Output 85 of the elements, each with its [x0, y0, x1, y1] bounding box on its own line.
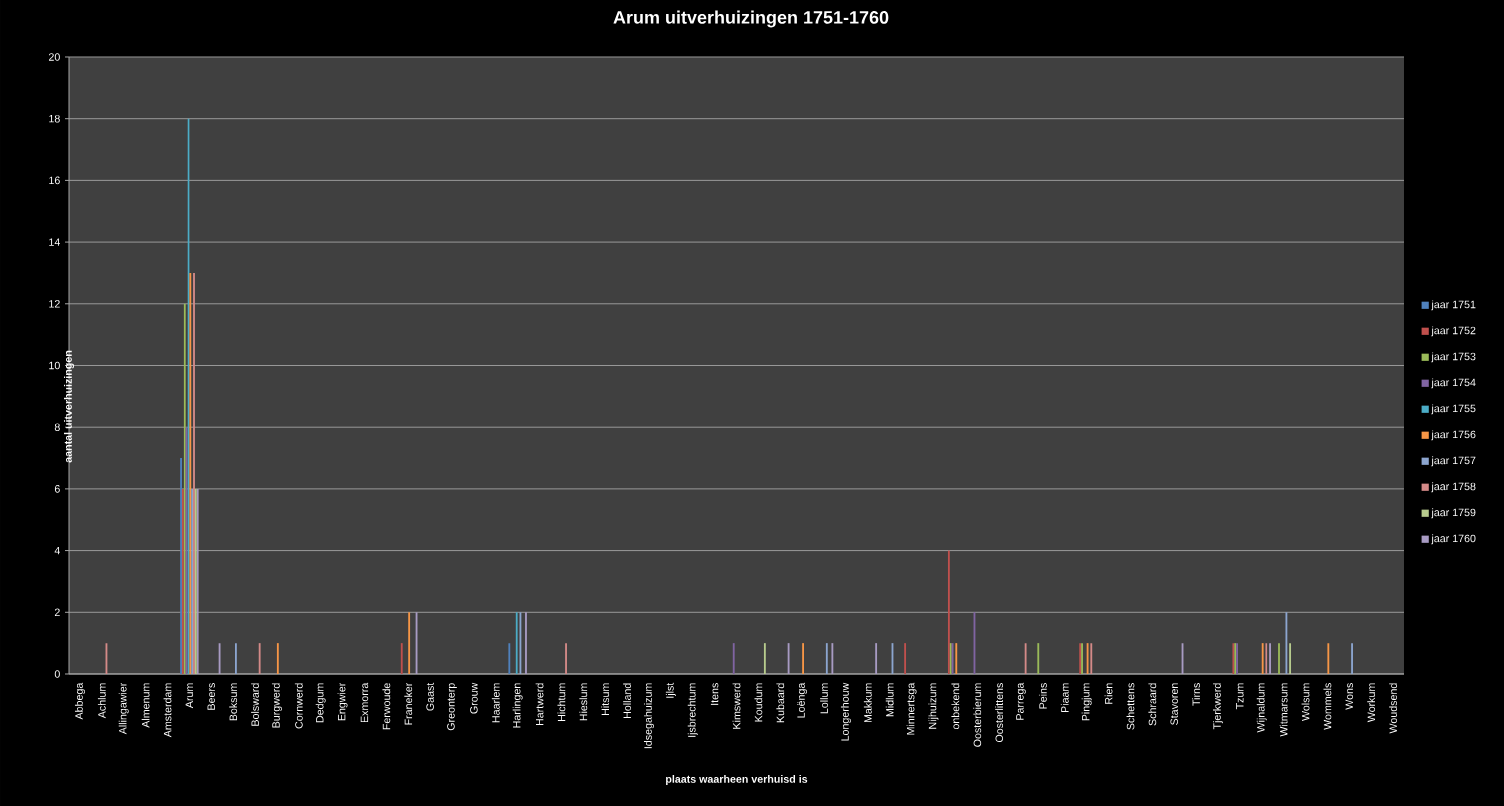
- y-tick-label: 6: [54, 485, 60, 493]
- x-tick-label: Kimswerd: [732, 683, 741, 729]
- x-tick-label: Exmorra: [360, 682, 369, 723]
- y-tick-label: 4: [54, 546, 60, 555]
- legend-label: jaar 1752: [1431, 326, 1476, 337]
- x-tick-label: Hieslum: [579, 683, 588, 721]
- x-tick-label: Franeker: [404, 682, 413, 725]
- x-tick-label: Abbega: [74, 682, 85, 720]
- legend-label: jaar 1753: [1431, 352, 1476, 363]
- y-tick-label: 20: [48, 53, 60, 61]
- x-tick-label: Parrega: [1016, 682, 1026, 720]
- x-tick-label: Midlum: [885, 683, 894, 717]
- x-tick-label: Pingjum: [1081, 683, 1092, 721]
- x-tick-label: onbekend: [951, 683, 960, 730]
- x-tick-label: Oosterlittens: [995, 683, 1004, 743]
- x-tick-label: Almenum: [141, 683, 150, 728]
- x-tick-label: Oosterbierum: [973, 683, 982, 747]
- x-tick-label: Workum: [1367, 683, 1376, 723]
- x-tick-label: Stavoren: [1170, 683, 1178, 725]
- x-tick-label: Greonterp: [447, 683, 457, 731]
- x-tick-label: Rien: [1104, 683, 1113, 704]
- x-tick-label: Haarlem: [491, 683, 500, 723]
- x-tick-label: Beers: [207, 683, 215, 710]
- chart-title: Arum uitverhuizingen 1751-1760: [613, 10, 889, 28]
- x-tick-label: Wons: [1345, 683, 1354, 710]
- x-tick-label: Ferwoude: [382, 683, 391, 730]
- x-tick-label: Loënga: [797, 682, 807, 718]
- x-tick-label: Piaam: [1060, 683, 1069, 713]
- y-axis-title: aantal uitverhuizingen: [64, 350, 74, 463]
- legend-label: jaar 1755: [1431, 404, 1476, 415]
- x-tick-label: Itens: [710, 683, 719, 705]
- legend-label: jaar 1760: [1431, 534, 1476, 545]
- x-tick-label: Harlingen: [512, 683, 523, 728]
- y-tick-label: 2: [54, 608, 60, 617]
- x-tick-label: Longerhouw: [840, 682, 851, 741]
- x-tick-label: Wommels: [1323, 683, 1332, 730]
- x-tick-label: Tzum: [1236, 683, 1244, 710]
- x-tick-label: Witmarsum: [1279, 683, 1288, 737]
- x-tick-label: Makkum: [863, 683, 872, 723]
- y-tick-label: 12: [49, 300, 60, 308]
- x-tick-label: Hartwerd: [535, 683, 544, 726]
- x-tick-label: Allingawier: [118, 682, 129, 735]
- y-tick-label: 0: [54, 670, 60, 678]
- y-tick-label: 18: [49, 114, 60, 123]
- x-tick-label: Peins: [1038, 683, 1047, 709]
- x-tick-label: Engwier: [337, 682, 348, 721]
- x-tick-label: Holland: [623, 683, 631, 718]
- legend-label: jaar 1759: [1431, 508, 1476, 519]
- x-tick-label: Schettens: [1126, 683, 1135, 730]
- x-tick-label: Grouw: [470, 682, 478, 714]
- x-tick-label: Burgwerd: [271, 683, 282, 728]
- x-tick-label: Schraard: [1148, 683, 1157, 726]
- x-tick-label: Koudum: [754, 683, 763, 722]
- x-tick-label: Wijnaldum: [1256, 683, 1267, 733]
- x-tick-label: Lollum: [820, 683, 828, 714]
- x-axis-title: plaats waarheen verhuisd is: [666, 775, 808, 785]
- x-tick-label: Tirns: [1192, 683, 1201, 706]
- x-tick-label: Wolsum: [1301, 683, 1310, 721]
- legend-label: jaar 1751: [1431, 300, 1476, 311]
- x-tick-label: Bolsward: [251, 683, 259, 726]
- y-tick-label: 10: [49, 361, 60, 370]
- x-tick-label: Gaast: [426, 682, 434, 711]
- x-tick-label: Minnertsga: [906, 682, 917, 735]
- x-tick-label: Ijlst: [665, 682, 676, 698]
- x-tick-label: Hichtum: [557, 683, 566, 721]
- x-tick-label: Achlum: [97, 683, 106, 719]
- legend-label: jaar 1756: [1431, 430, 1476, 441]
- y-tick-label: 16: [49, 176, 60, 185]
- y-tick-label: 8: [54, 423, 60, 431]
- legend-label: jaar 1758: [1431, 482, 1476, 493]
- x-tick-label: Woudsend: [1389, 683, 1397, 734]
- x-tick-label: Amsterdam: [163, 683, 172, 738]
- x-tick-label: Cornwerd: [294, 683, 303, 729]
- legend-label: jaar 1754: [1431, 378, 1476, 389]
- x-tick-label: Hitsum: [601, 683, 610, 716]
- legend-label: jaar 1757: [1431, 456, 1476, 467]
- y-tick-label: 14: [49, 238, 60, 246]
- x-tick-label: Idsegahuizum: [643, 683, 654, 749]
- x-tick-label: Ijsbrechtum: [687, 683, 698, 737]
- x-tick-label: Arum: [185, 683, 194, 709]
- x-tick-label: Nijhuizum: [928, 683, 939, 729]
- x-tick-label: Boksum: [229, 683, 238, 721]
- x-tick-label: Tjerkwerd: [1213, 683, 1223, 730]
- x-tick-label: Kubaard: [776, 683, 785, 723]
- x-tick-label: Dedgum: [315, 683, 326, 723]
